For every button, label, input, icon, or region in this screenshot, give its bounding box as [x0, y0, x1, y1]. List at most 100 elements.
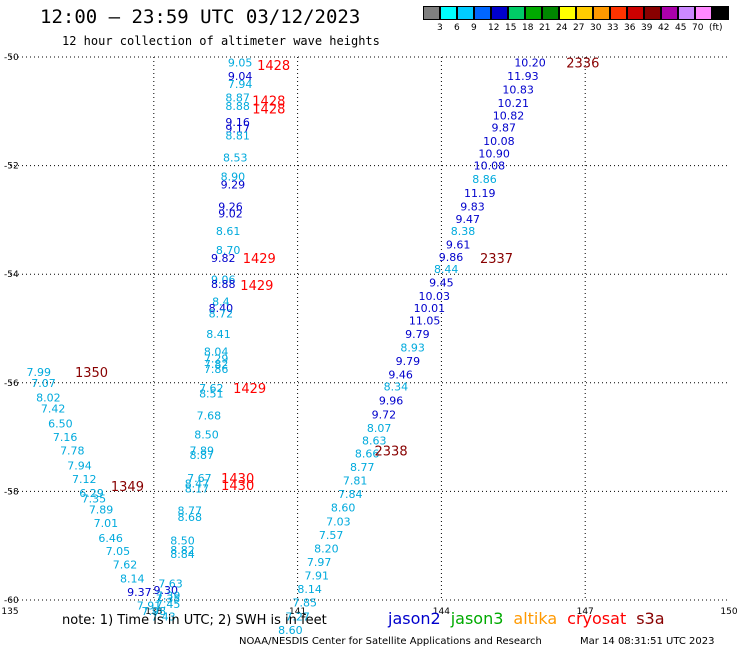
color-scale-label: 33	[607, 23, 619, 33]
color-scale-label: 3	[437, 23, 443, 33]
wave-height-point: 8.40	[209, 302, 234, 315]
x-tick-label: 141	[289, 607, 306, 617]
color-swatch	[508, 6, 525, 20]
wave-height-point: 8.90	[221, 170, 246, 183]
wave-height-point: 8.61	[216, 225, 241, 238]
wave-height-point: 7.94	[67, 459, 92, 472]
wave-height-point: 8.77	[178, 504, 203, 517]
wave-height-point: 11.05	[409, 314, 441, 327]
wave-height-point: 10.08	[483, 135, 515, 148]
wave-height-point: 8.50	[194, 428, 219, 441]
wave-height-point: 7.63	[158, 578, 183, 591]
satellite-legend-entry: altika	[513, 609, 558, 628]
color-scale-label: 18	[522, 23, 534, 33]
wave-height-point: 7.29	[204, 352, 229, 365]
wave-height-point: 8.38	[451, 225, 476, 238]
wave-height-point: 7.27	[285, 610, 310, 623]
wave-height-point: 8.07	[367, 422, 392, 435]
color-scale-label: 30	[590, 23, 602, 33]
wave-height-point: 9.37	[127, 586, 152, 599]
wave-height-point: 9.87	[491, 122, 516, 135]
wave-height-point: 7.68	[197, 409, 222, 422]
color-scale-unit: (ft)	[709, 23, 723, 33]
pass-time-label: 1429	[243, 252, 276, 267]
color-scale-label: 9	[471, 23, 477, 33]
color-scale-label: 70	[692, 23, 704, 33]
wave-height-point: 9.83	[460, 200, 485, 213]
color-swatch	[661, 6, 678, 20]
wave-height-point: 7.01	[94, 517, 119, 530]
wave-height-point: 7.07	[31, 377, 56, 390]
wave-height-point: 8.93	[400, 342, 425, 355]
color-scale-label: 24	[556, 23, 568, 33]
wave-height-point: 9.79	[396, 355, 421, 368]
color-scale-label: 45	[675, 23, 687, 33]
wave-height-point: 9.02	[218, 207, 243, 220]
wave-height-point: 7.98	[142, 605, 167, 618]
color-swatch	[559, 6, 576, 20]
wave-height-point: 7.39	[156, 590, 181, 603]
wave-height-point: 6.50	[48, 418, 73, 431]
color-swatch	[542, 6, 559, 20]
pass-time-label: 1428	[252, 94, 285, 109]
wave-height-point: 8.60	[278, 624, 303, 637]
color-swatch	[525, 6, 542, 20]
wave-height-point: 8.84	[170, 548, 195, 561]
wave-height-point: 9.47	[456, 213, 481, 226]
wave-height-point: 10.01	[414, 302, 446, 315]
satellite-legend-entry: cryosat	[567, 609, 627, 628]
wave-height-point: 8.70	[216, 244, 241, 257]
wave-height-point: 8.72	[209, 307, 234, 320]
wave-height-point: 8.66	[355, 447, 380, 460]
wave-height-point: 9.17	[225, 123, 250, 136]
wave-height-point: 7.62	[199, 382, 224, 395]
wave-height-point: 8.34	[384, 381, 409, 394]
y-tick-label: -50	[4, 53, 19, 63]
pass-time-label: 1430	[221, 472, 254, 487]
wave-height-point: 8.51	[199, 388, 224, 401]
color-swatch	[440, 6, 457, 20]
wave-height-point: 10.90	[478, 148, 510, 161]
y-tick-label: -54	[4, 270, 19, 280]
wave-height-point: 10.82	[493, 110, 525, 123]
wave-height-point: 7.16	[53, 431, 78, 444]
satellite-legend-entry: jason3	[450, 609, 504, 628]
wave-height-point: 7.99	[27, 366, 52, 379]
wave-height-point: 7.12	[72, 473, 97, 486]
color-scale-label: 6	[454, 23, 460, 33]
wave-height-point: 9.30	[154, 584, 179, 597]
wave-height-point: 9.45	[429, 276, 454, 289]
note-text: note: 1) Time is in UTC; 2) SWH is in fe…	[62, 613, 327, 628]
wave-height-point: 7.94	[228, 78, 253, 91]
wave-height-point: 9.61	[446, 238, 471, 251]
wave-height-point: 8.86	[472, 173, 497, 186]
wave-height-point: 6.46	[98, 532, 123, 545]
x-tick-label: 135	[1, 607, 18, 617]
pass-time-label: 1349	[111, 480, 144, 495]
pass-time-label: 1428	[252, 103, 285, 118]
pass-time-label: 1428	[257, 59, 290, 74]
footer-credit: NOAA/NESDIS Center for Satellite Applica…	[239, 636, 542, 647]
color-scale-label: 15	[505, 23, 517, 33]
pass-time-label: 1430	[221, 479, 254, 494]
wave-height-point: 8.82	[170, 544, 195, 557]
color-scale-label: 21	[539, 23, 551, 33]
wave-height-point: 8.81	[225, 130, 250, 143]
wave-height-point: 9.72	[372, 408, 397, 421]
wave-height-point: 11.93	[507, 70, 539, 83]
wave-height-point: 8.63	[362, 434, 387, 447]
wave-height-point: 7.86	[204, 363, 229, 376]
color-swatch	[678, 6, 695, 20]
y-tick-label: -60	[4, 596, 19, 606]
wave-height-point: 7.45	[156, 598, 181, 611]
color-swatch	[712, 6, 729, 20]
wave-height-point: 8.17	[185, 483, 210, 496]
wave-height-point: 8.88	[225, 100, 250, 113]
y-tick-label: -58	[4, 487, 19, 497]
satellite-legend-entry: jason2	[388, 609, 441, 628]
wave-height-point: 8.87	[225, 92, 250, 105]
y-tick-label: -56	[4, 379, 19, 389]
wave-height-point: 8.41	[206, 328, 231, 341]
color-scale-label: 39	[641, 23, 653, 33]
wave-height-point: 8.47	[185, 477, 210, 490]
